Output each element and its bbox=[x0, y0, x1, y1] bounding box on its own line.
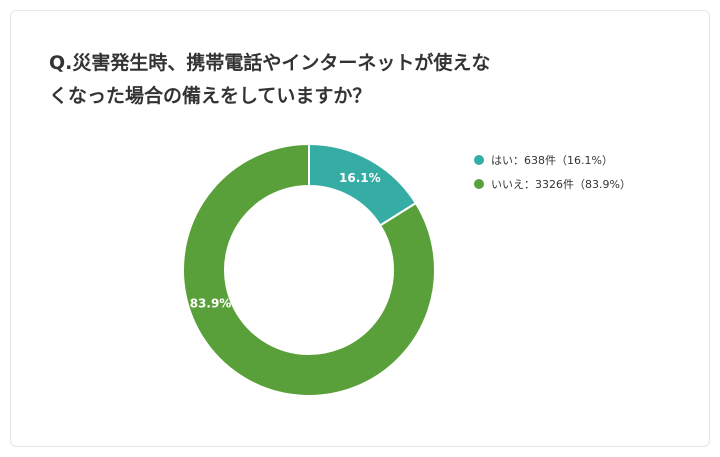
legend-label-no: いいえ：3326件（83.9%） bbox=[491, 178, 631, 191]
data-label-yes: 16.1% bbox=[339, 171, 381, 185]
chart-legend: はい：638件（16.1%） いいえ：3326件（83.9%） bbox=[474, 154, 631, 191]
donut-slices bbox=[182, 142, 436, 397]
donut-slice-no bbox=[182, 142, 436, 397]
legend-label-yes: はい：638件（16.1%） bbox=[491, 154, 613, 167]
data-label-no: 83.9% bbox=[190, 296, 232, 310]
legend-marker-yes bbox=[474, 155, 484, 165]
chart-title-line-1: Q.災害発生時、携帯電話やインターネットが使えな bbox=[49, 52, 491, 74]
donut-data-labels: 16.1% 83.9% bbox=[190, 171, 381, 310]
chart-title-line-2: くなった場合の備えをしていますか？ bbox=[49, 85, 372, 107]
chart-title: Q.災害発生時、携帯電話やインターネットが使えな くなった場合の備えをしています… bbox=[49, 47, 689, 113]
legend-marker-no bbox=[474, 179, 484, 189]
